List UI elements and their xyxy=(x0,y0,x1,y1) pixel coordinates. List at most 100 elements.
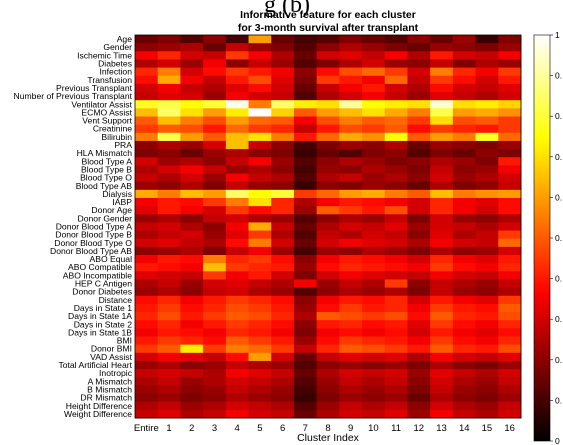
heatmap-cell xyxy=(203,157,227,166)
heatmap-cell xyxy=(384,246,408,256)
heatmap-cell xyxy=(316,279,340,289)
heatmap-cell xyxy=(407,360,431,370)
heatmap-cell xyxy=(316,149,340,158)
y-tick-label: Diabetes xyxy=(98,59,132,69)
heatmap-cell xyxy=(225,377,249,386)
heatmap-cell xyxy=(362,312,386,321)
heatmap-cell xyxy=(225,157,249,166)
heatmap-cell xyxy=(498,344,522,354)
heatmap-cell xyxy=(203,312,227,321)
heatmap-cell xyxy=(316,360,340,370)
heatmap-cell xyxy=(225,279,249,289)
heatmap-cell xyxy=(475,328,499,337)
heatmap-cell xyxy=(430,214,454,223)
heatmap-cell xyxy=(180,401,204,411)
colorbar-tick-label: 0. xyxy=(555,111,562,121)
heatmap-cell xyxy=(293,75,318,85)
heatmap-cell xyxy=(384,222,408,231)
heatmap-cell xyxy=(271,238,295,248)
heatmap-cell xyxy=(475,59,499,68)
heatmap-cell xyxy=(157,369,181,378)
heatmap-cell xyxy=(475,320,499,329)
heatmap-cell xyxy=(316,35,340,44)
heatmap-cell xyxy=(362,124,386,134)
heatmap-cell xyxy=(498,377,522,386)
heatmap-cell xyxy=(362,409,386,419)
colorbar-tick-label: 0. xyxy=(555,152,562,162)
heatmap-cell xyxy=(430,303,454,313)
heatmap-cell xyxy=(293,43,318,52)
heatmap-cell xyxy=(452,116,476,126)
heatmap-cell xyxy=(316,214,340,223)
x-axis-labels: Entire 1 2 3 4 5 6 7 8 9 10 11 12 13 14 15 16 xyxy=(134,423,515,434)
heatmap-cell xyxy=(475,303,499,313)
heatmap-cell xyxy=(135,35,159,44)
heatmap-cell xyxy=(271,377,295,386)
heatmap-cell xyxy=(339,393,363,403)
heatmap-cell xyxy=(498,401,522,411)
heatmap-cell xyxy=(180,336,204,346)
x-tick-label: 12 xyxy=(414,423,425,434)
heatmap-cell xyxy=(407,401,431,411)
heatmap-cell xyxy=(203,393,227,403)
heatmap-cell xyxy=(248,336,272,346)
heatmap-cell xyxy=(475,124,499,134)
heatmap-cell xyxy=(203,108,227,117)
y-tick-label: Vent Support xyxy=(82,116,132,126)
heatmap-cell xyxy=(180,149,204,158)
heatmap-cell xyxy=(203,255,227,264)
heatmap-cell xyxy=(203,344,227,354)
heatmap-cell xyxy=(157,320,181,329)
heatmap-cell xyxy=(498,230,522,240)
heatmap-cell xyxy=(225,360,249,370)
heatmap-cell xyxy=(498,189,522,199)
heatmap-cell xyxy=(430,263,454,272)
heatmap-cell xyxy=(430,255,454,264)
heatmap-cell xyxy=(316,43,340,52)
heatmap-cell xyxy=(384,263,408,272)
heatmap-cell xyxy=(430,189,454,199)
heatmap-cell xyxy=(248,206,272,215)
y-tick-label: Total Artificial Heart xyxy=(58,360,132,370)
heatmap-cell xyxy=(271,83,295,93)
heatmap-cell xyxy=(180,75,204,85)
heatmap-cell xyxy=(339,279,363,289)
heatmap-cell xyxy=(135,124,159,134)
heatmap-cell xyxy=(316,75,340,85)
heatmap-cell xyxy=(225,328,249,337)
heatmap-cell xyxy=(407,271,431,280)
heatmap-cell xyxy=(384,320,408,329)
heatmap-cell xyxy=(271,43,295,52)
y-tick-label: Distance xyxy=(99,295,133,305)
heatmap-cell xyxy=(157,157,181,166)
heatmap-cell xyxy=(180,108,204,117)
heatmap-cell xyxy=(407,189,431,199)
heatmap-cell xyxy=(225,246,249,256)
heatmap-cell xyxy=(430,230,454,240)
heatmap-cell xyxy=(157,124,181,134)
heatmap-cell xyxy=(316,67,340,77)
heatmap-cell xyxy=(475,116,499,126)
heatmap-cell xyxy=(135,132,159,142)
heatmap-cell xyxy=(180,173,204,183)
heatmap-cell xyxy=(135,51,159,60)
heatmap-cell xyxy=(293,51,318,60)
heatmap-cell xyxy=(384,312,408,321)
heatmap-cell xyxy=(271,271,295,280)
heatmap-cell xyxy=(135,157,159,166)
heatmap-cell xyxy=(157,75,181,85)
heatmap-cell xyxy=(407,409,431,419)
heatmap-cell xyxy=(135,149,159,158)
heatmap-cell xyxy=(430,287,454,297)
heatmap-cell xyxy=(316,287,340,297)
heatmap-cell xyxy=(498,35,522,44)
heatmap-cell xyxy=(430,59,454,68)
heatmap-cell xyxy=(475,43,499,52)
heatmap-cell xyxy=(248,279,272,289)
heatmap-cell xyxy=(362,328,386,337)
heatmap-cell xyxy=(180,344,204,354)
heatmap-cell xyxy=(452,67,476,77)
heatmap-cell xyxy=(316,344,340,354)
heatmap-cell xyxy=(407,222,431,231)
heatmap-cell xyxy=(430,124,454,134)
